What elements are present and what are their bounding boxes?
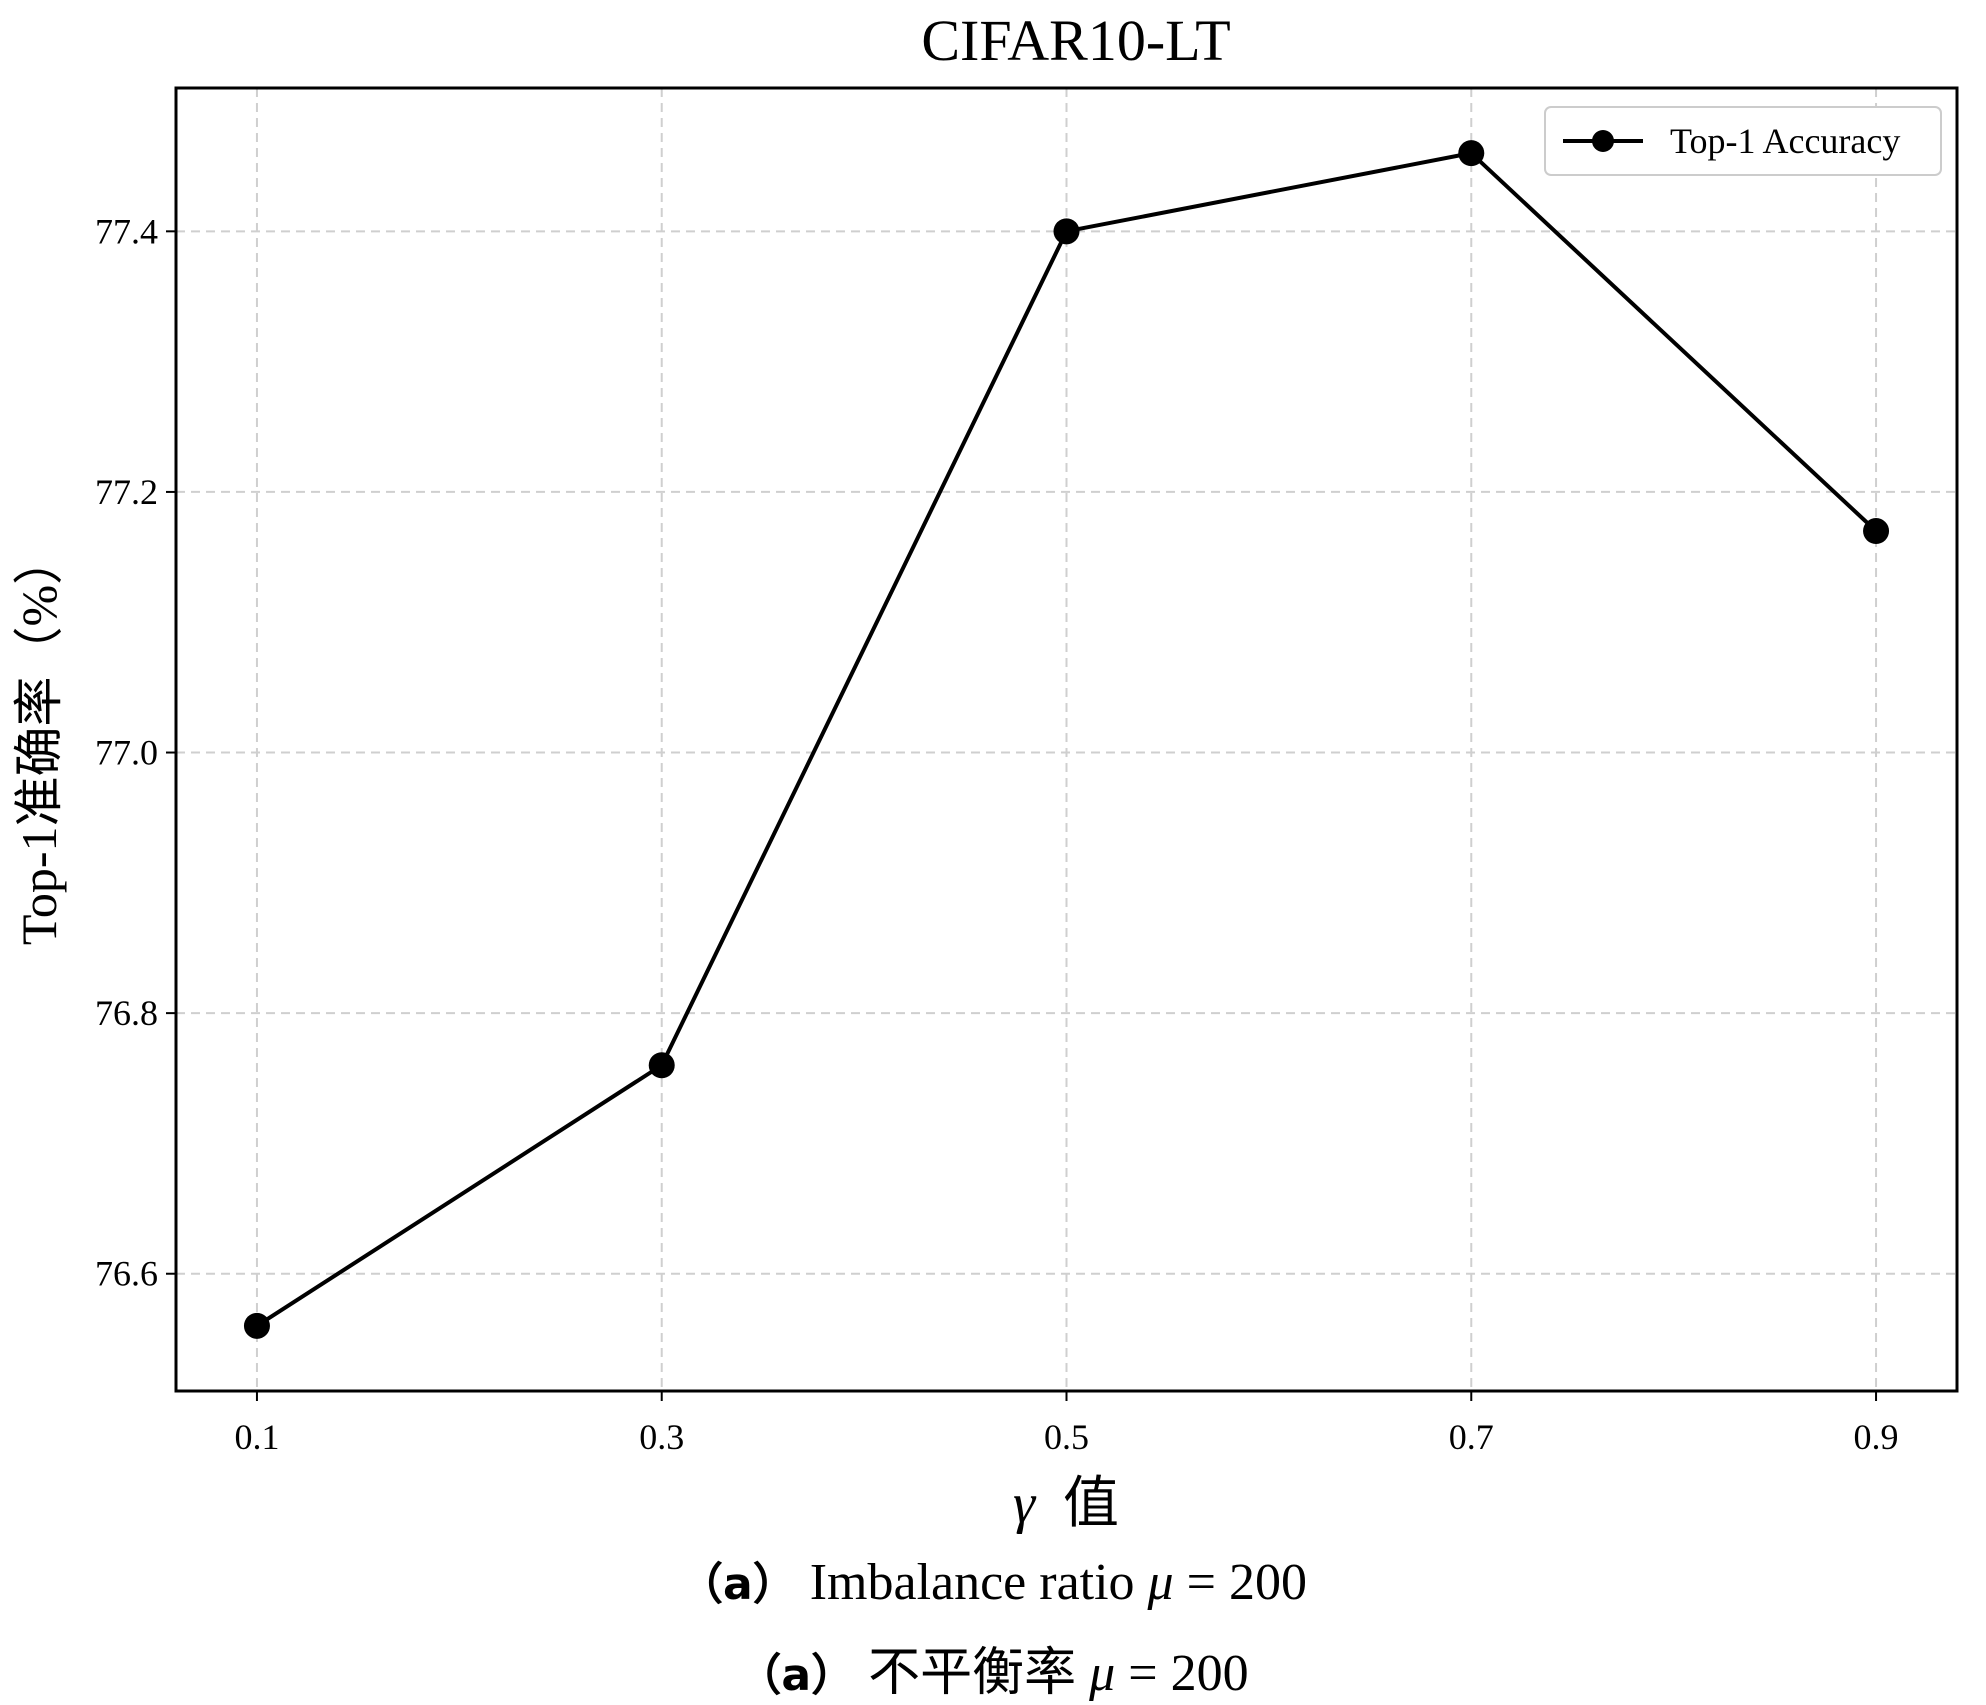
caption-english-symbol: μ bbox=[1147, 1554, 1174, 1611]
caption-chinese-symbol: μ bbox=[1089, 1645, 1116, 1702]
data-point bbox=[648, 1052, 675, 1079]
caption-english-tag: （a） bbox=[679, 1559, 797, 1610]
data-point bbox=[1458, 140, 1485, 167]
y-tick-label: 76.6 bbox=[95, 1254, 158, 1294]
legend-label-top1-accuracy: Top-1 Accuracy bbox=[1670, 121, 1900, 161]
x-tick-label: 0.7 bbox=[1449, 1417, 1494, 1457]
data-point bbox=[1053, 218, 1080, 245]
legend-box bbox=[1544, 106, 1942, 176]
y-tick-label: 77.2 bbox=[95, 472, 158, 512]
caption-chinese-text: 不平衡率 bbox=[868, 1645, 1077, 1702]
caption-chinese-equation: = 200 bbox=[1128, 1645, 1249, 1702]
chart-title: CIFAR10-LT bbox=[921, 8, 1230, 73]
caption-english: （a） Imbalance ratio μ = 200 bbox=[0, 1548, 1986, 1612]
data-point bbox=[243, 1312, 270, 1339]
x-axis-label-text: 值 bbox=[1063, 1473, 1119, 1535]
y-tick-label: 77.0 bbox=[95, 733, 158, 773]
series-top1-accuracy bbox=[243, 140, 1890, 1339]
x-axis-label-symbol: γ bbox=[1013, 1473, 1037, 1535]
x-tick-label: 0.1 bbox=[234, 1417, 279, 1457]
caption-english-equation: = 200 bbox=[1186, 1554, 1307, 1611]
y-tick-label: 76.8 bbox=[95, 993, 158, 1033]
caption-english-text: Imbalance ratio bbox=[809, 1554, 1135, 1611]
legend-marker-swatch bbox=[1592, 130, 1614, 152]
x-tick-label: 0.5 bbox=[1044, 1417, 1089, 1457]
x-tick-label: 0.3 bbox=[639, 1417, 684, 1457]
x-tick-label: 0.9 bbox=[1854, 1417, 1899, 1457]
x-axis-label: γ 值 bbox=[1013, 1473, 1119, 1535]
y-tick-label: 77.4 bbox=[95, 211, 158, 251]
caption-chinese: （a） 不平衡率 μ = 200 bbox=[0, 1630, 1986, 1705]
legend: Top-1 Accuracy bbox=[1544, 106, 1942, 176]
grid bbox=[176, 88, 1957, 1391]
y-axis-label: Top-1准确率（%） bbox=[11, 535, 67, 945]
data-point bbox=[1863, 518, 1890, 545]
caption-chinese-tag: （a） bbox=[737, 1650, 856, 1701]
axis-ticks: 0.1 0.3 0.5 0.7 0.9 76.6 76.8 77.0 77.2 77.4 bbox=[95, 211, 1899, 1457]
